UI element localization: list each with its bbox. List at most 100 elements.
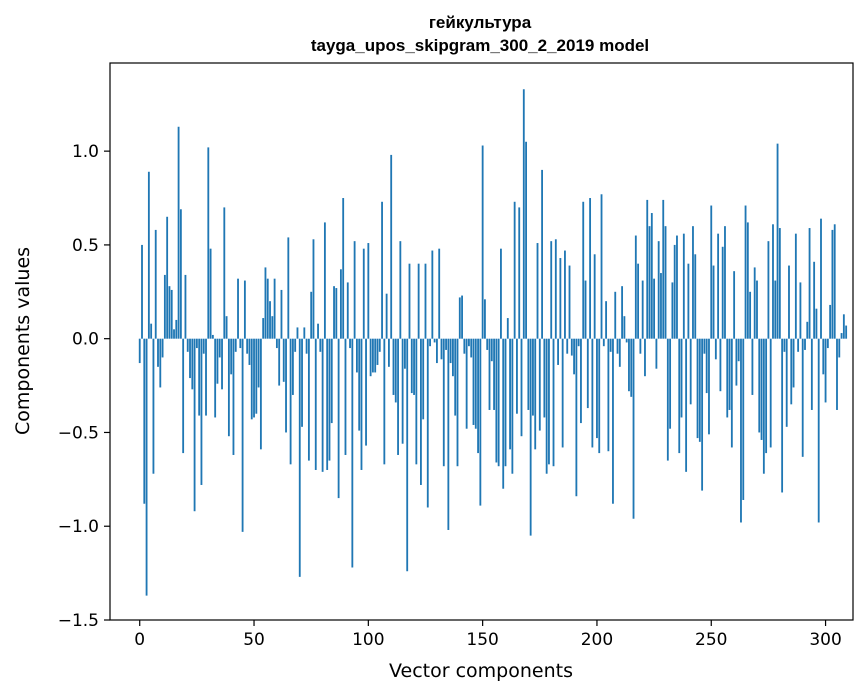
bar: [758, 338, 761, 433]
y-tick-label: −1.0: [58, 517, 99, 537]
bar: [829, 304, 832, 339]
bar: [760, 338, 763, 440]
bar: [344, 338, 347, 455]
bar: [157, 338, 159, 367]
y-axis-ticks: −1.5 −1.0 −0.5 0.0 0.5 1.0: [58, 142, 110, 631]
chart-subtitle: tayga_upos_skipgram_300_2_2019 model: [311, 36, 649, 55]
bar: [682, 233, 685, 339]
bar: [831, 229, 834, 339]
bar: [609, 338, 612, 352]
bar: [753, 267, 756, 339]
bar: [442, 338, 445, 467]
bar: [147, 171, 150, 339]
bar: [195, 338, 198, 349]
bar: [767, 241, 770, 339]
bar: [742, 338, 745, 500]
x-tick-label: 0: [134, 630, 145, 650]
bar: [452, 338, 454, 377]
bar: [246, 338, 249, 354]
bar: [346, 282, 349, 339]
bar: [527, 338, 530, 410]
bar: [376, 338, 379, 365]
bar: [200, 338, 203, 485]
bar: [612, 338, 614, 504]
bar: [333, 286, 335, 339]
bar: [445, 338, 447, 350]
bar: [708, 338, 710, 435]
bar: [570, 338, 573, 356]
bar: [637, 263, 640, 339]
bar: [806, 321, 809, 339]
bar: [374, 338, 377, 373]
bar: [529, 338, 532, 536]
bar-series: [138, 89, 848, 596]
bar: [328, 338, 331, 461]
bar: [463, 338, 466, 354]
bar: [842, 314, 845, 339]
plot-frame: [109, 62, 854, 621]
bar: [724, 226, 726, 339]
chart-title: гейкультура: [429, 13, 532, 32]
bar: [241, 338, 244, 532]
bar: [401, 338, 404, 444]
bar: [282, 338, 285, 382]
bar: [502, 338, 505, 489]
bar: [575, 338, 578, 497]
bar: [278, 338, 281, 386]
bar: [833, 224, 836, 339]
bar: [218, 338, 221, 358]
bar: [225, 316, 228, 339]
bar: [488, 338, 491, 410]
y-tick-label: −1.5: [58, 611, 99, 631]
bar: [737, 338, 740, 362]
bar: [543, 338, 546, 418]
bar: [840, 333, 843, 339]
bar: [319, 338, 322, 352]
bar: [259, 338, 262, 450]
bar: [303, 327, 306, 339]
bar: [564, 250, 566, 339]
bar: [273, 278, 276, 339]
bar: [264, 267, 267, 339]
bar: [305, 338, 308, 354]
x-tick-label: 100: [352, 630, 384, 650]
bar: [513, 201, 516, 339]
bar: [714, 338, 717, 360]
bar: [166, 216, 169, 339]
bar: [653, 278, 656, 339]
bar: [198, 338, 201, 416]
bar: [161, 338, 164, 358]
bar: [420, 338, 422, 485]
bar: [762, 338, 765, 474]
bar: [500, 248, 502, 339]
bar: [358, 338, 361, 431]
x-axis-ticks: 0 50 100 150 200 250 300: [134, 620, 842, 650]
bar: [733, 271, 736, 339]
bar: [712, 265, 715, 339]
bar: [772, 224, 774, 339]
bar: [669, 338, 672, 429]
bar: [586, 338, 589, 409]
bar: [621, 286, 624, 339]
bar: [573, 338, 575, 375]
bar: [189, 338, 191, 379]
bar: [481, 145, 484, 339]
y-tick-label: −0.5: [58, 423, 99, 443]
bar: [362, 248, 365, 339]
bar: [202, 338, 205, 354]
bar: [774, 280, 777, 339]
bar: [287, 237, 290, 339]
x-tick-label: 250: [695, 630, 727, 650]
bar: [269, 301, 271, 339]
bar: [314, 338, 317, 470]
bar: [655, 338, 658, 369]
bar: [618, 338, 621, 367]
bar: [614, 291, 617, 339]
bar: [785, 338, 788, 427]
bar: [577, 338, 580, 347]
bar: [470, 338, 473, 358]
bar: [301, 338, 303, 427]
bar: [239, 338, 242, 349]
bar: [792, 338, 795, 388]
